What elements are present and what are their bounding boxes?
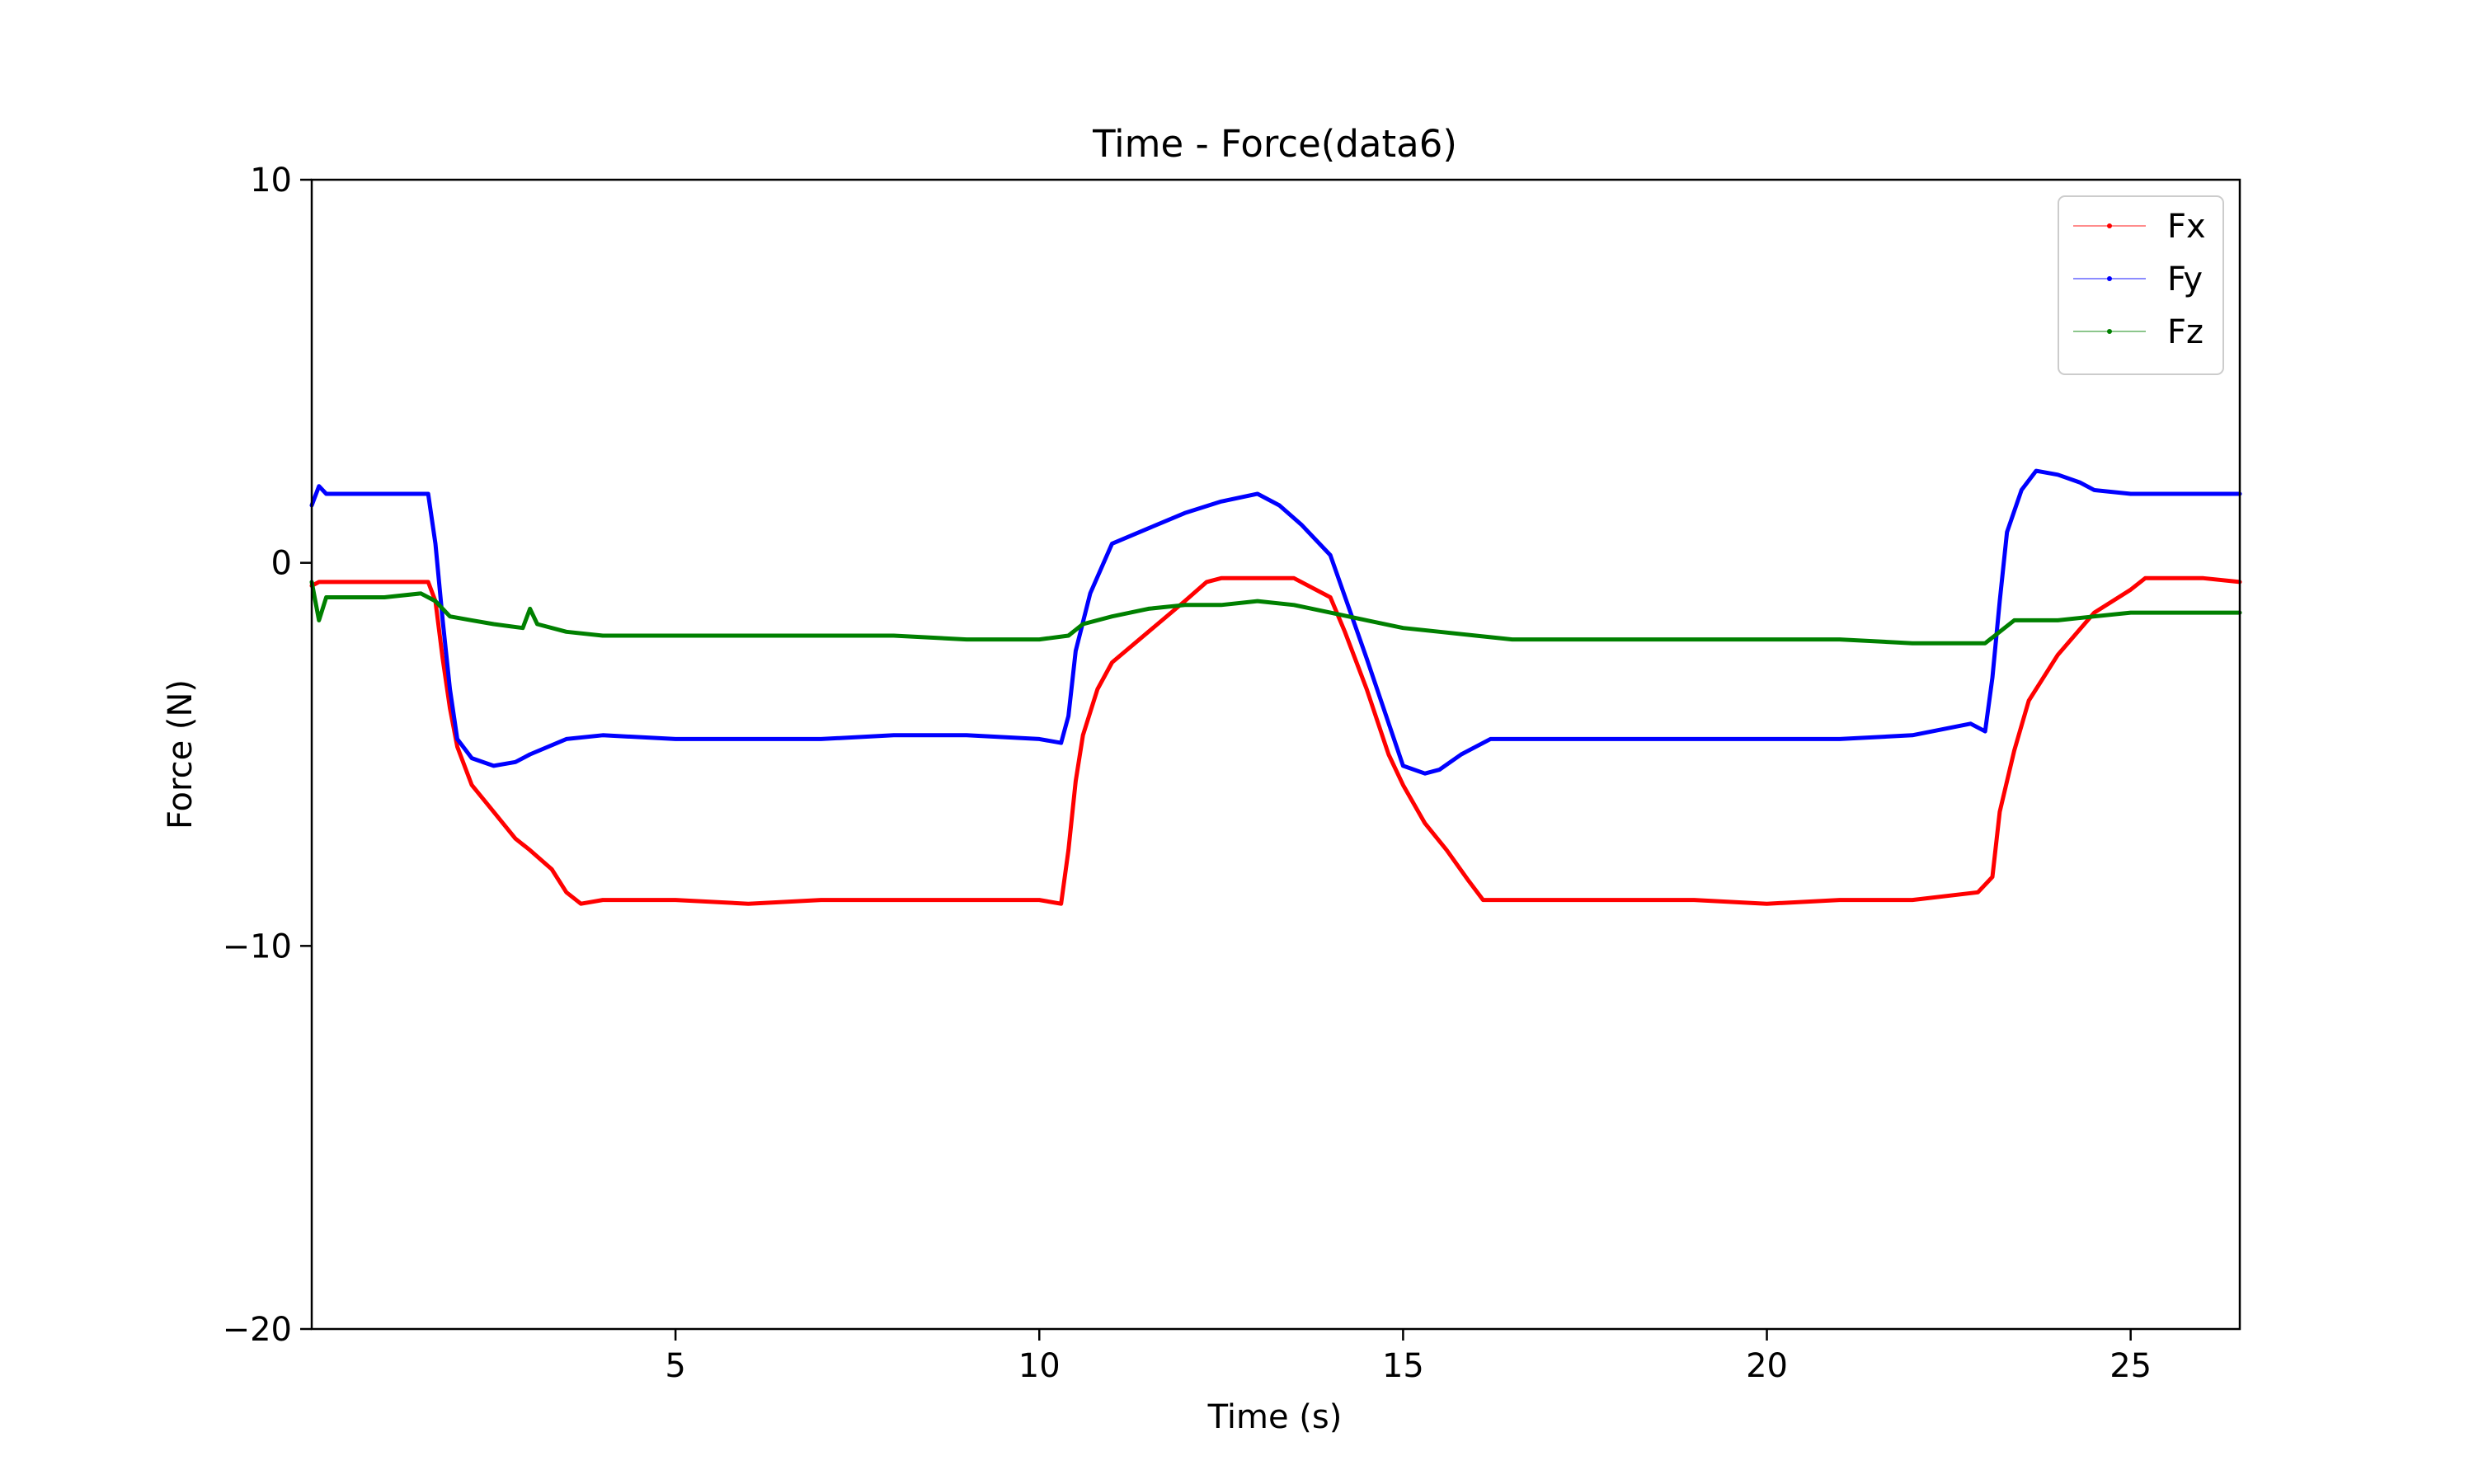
plot-frame — [310, 178, 2241, 1331]
legend-label-fx: Fx — [2167, 208, 2206, 246]
legend-marker-fx — [2107, 223, 2112, 228]
legend-marker-fy — [2107, 276, 2112, 281]
y-axis-label: Force (N) — [162, 679, 200, 829]
x-tick-label: 15 — [1382, 1347, 1424, 1385]
x-tick-label: 5 — [665, 1347, 685, 1385]
series-layer — [309, 468, 2242, 906]
y-axis: 10 0 −10 −20 — [223, 162, 312, 1349]
x-tick-label: 20 — [1746, 1347, 1788, 1385]
legend-marker-fz — [2107, 329, 2112, 334]
series-line-fz — [309, 580, 2242, 646]
x-axis: 5 10 15 20 25 — [665, 1329, 2152, 1385]
x-axis-label: Time (s) — [1207, 1398, 1343, 1436]
series-line-fx — [309, 575, 2242, 906]
y-tick-label: 10 — [250, 162, 292, 200]
y-tick-label: −20 — [223, 1311, 292, 1349]
legend: Fx Fy Fz — [2058, 195, 2224, 375]
legend-label-fz: Fz — [2167, 313, 2204, 351]
legend-box — [2058, 195, 2224, 375]
x-tick-label: 10 — [1018, 1347, 1061, 1385]
legend-label-fy: Fy — [2167, 261, 2203, 298]
x-tick-label: 25 — [2109, 1347, 2152, 1385]
chart-title: Time - Force(data6) — [1092, 122, 1457, 166]
y-tick-label: 0 — [271, 545, 292, 583]
y-tick-label: −10 — [223, 928, 292, 965]
series-line-fy — [309, 468, 2242, 776]
